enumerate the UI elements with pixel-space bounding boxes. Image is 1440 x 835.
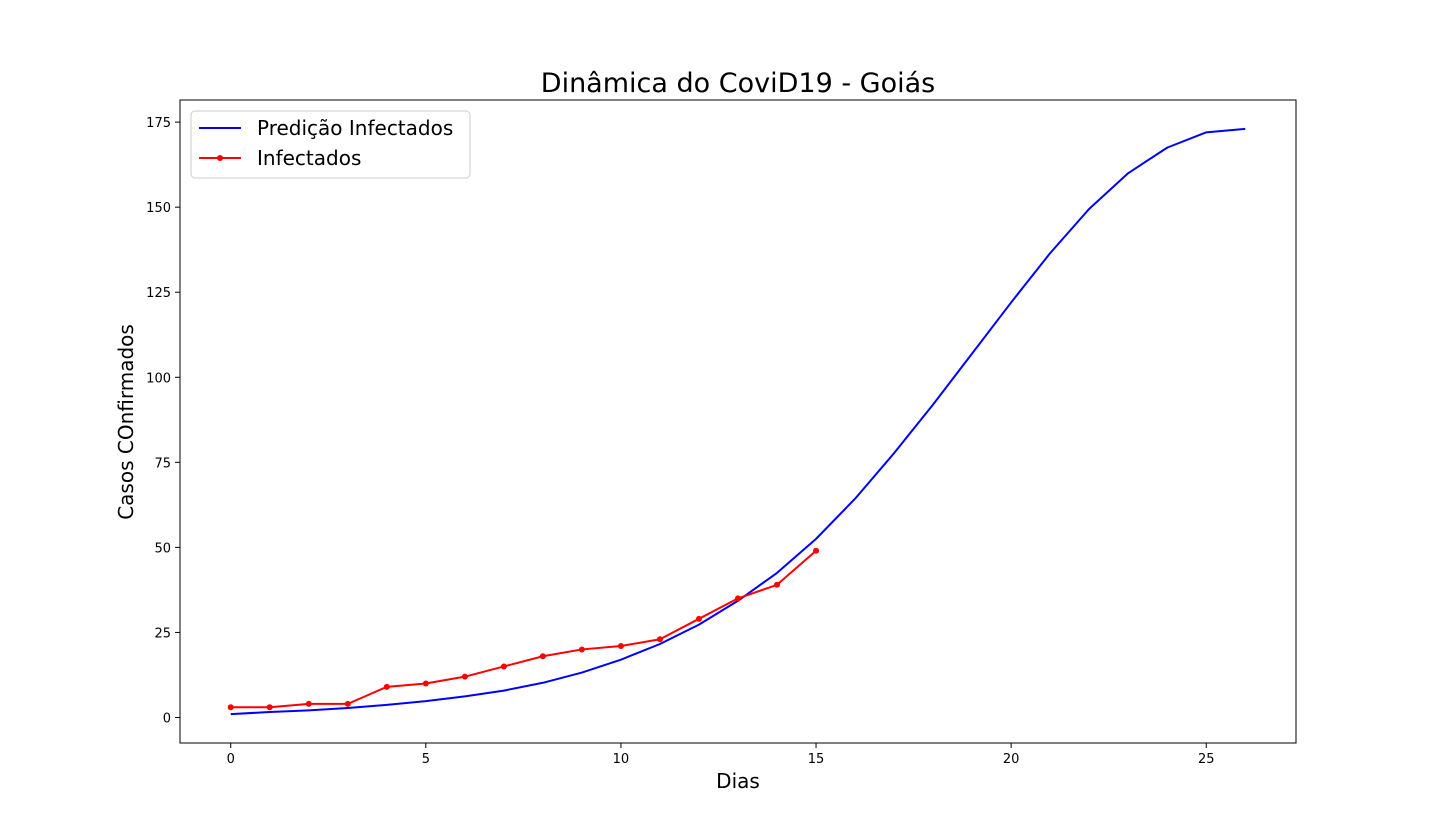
legend-box [190,110,471,179]
x-tick-label: 0 [227,752,235,767]
data-point [422,680,429,687]
data-point [500,663,507,670]
legend-label-1: Infectados [257,146,361,170]
x-tick-label: 10 [613,752,630,767]
data-point [461,673,468,680]
y-tick-label: 125 [146,286,171,301]
series-line-1 [230,550,817,709]
y-tick-label: 25 [154,626,171,641]
data-point [656,636,663,643]
x-tick-label: 15 [808,752,825,767]
data-point [227,704,234,711]
axes-frame [179,99,1297,744]
x-tick-label: 25 [1198,752,1215,767]
y-tick-label: 100 [146,371,171,386]
data-point [383,683,390,690]
data-point [695,615,702,622]
chart-title: Dinâmica do CoviD19 - Goiás [541,68,935,99]
legend-label-0: Predição Infectados [257,116,453,140]
y-tick-label: 0 [163,711,171,726]
data-point [735,595,741,602]
data-point [617,643,624,650]
plot-area [227,127,1246,716]
data-point [266,704,273,711]
legend-marker-1 [217,155,223,161]
data-point [813,547,820,554]
data-point [774,581,781,588]
x-tick-label: 20 [1003,752,1020,767]
x-tick-label: 5 [422,752,430,767]
x-axis: 0 5 10 15 20 25 [227,743,1215,767]
y-axis: 0 25 50 75 100 125 150 175 [146,116,180,726]
data-point [305,700,312,707]
data-point [578,646,585,653]
y-tick-label: 150 [146,201,171,216]
x-axis-title: Dias [716,769,760,793]
data-point [539,653,546,660]
y-tick-label: 175 [146,116,171,131]
data-point [344,700,351,707]
y-axis-title: Casos COnfirmados [114,324,138,520]
legend: Predição Infectados Infectados [190,110,471,179]
y-tick-label: 50 [154,541,171,556]
y-tick-label: 75 [154,456,171,471]
